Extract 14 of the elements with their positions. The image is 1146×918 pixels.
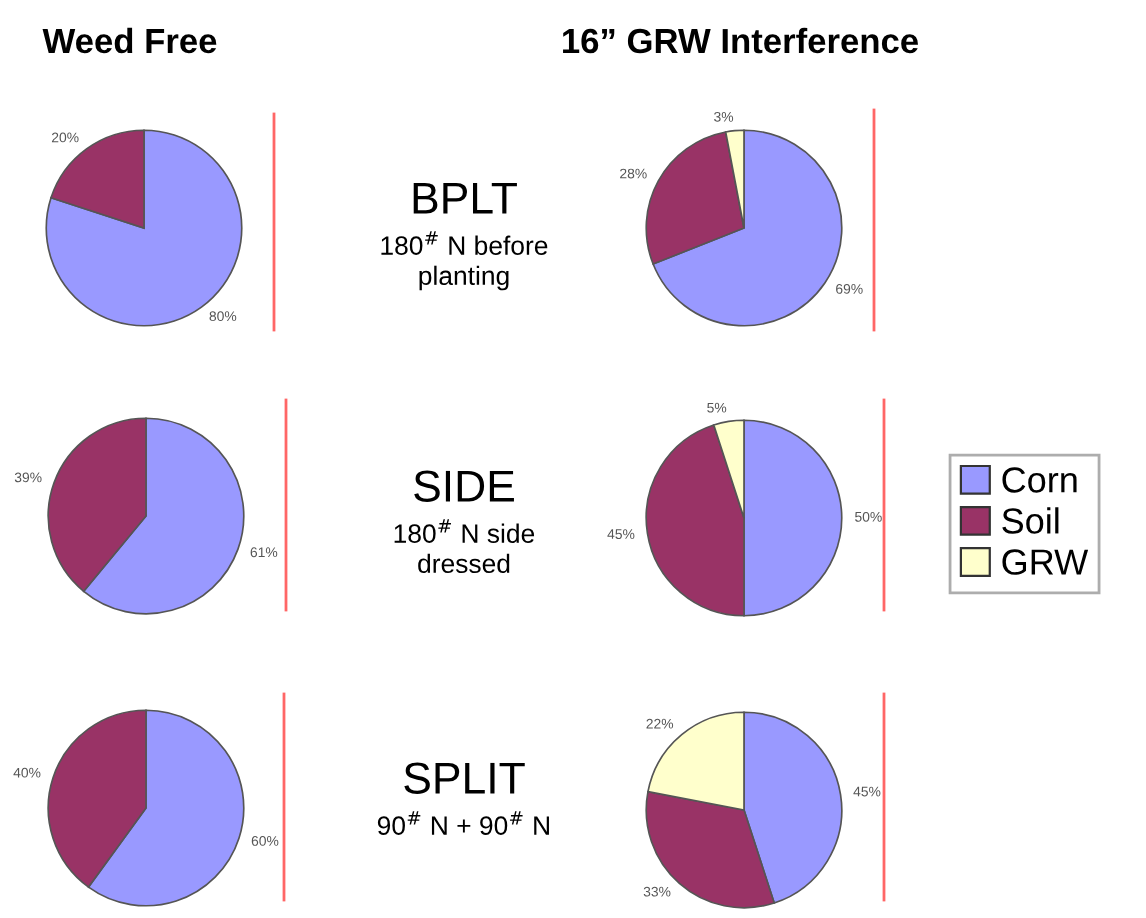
text: SPLIT (404, 762, 525, 794)
text: SIDE (414, 470, 514, 502)
legend-label: Corn (1002, 467, 1077, 493)
chart-title: 16” GRW Interference (563, 27, 918, 54)
text: 90$^{#}$ N + 90$^{#}$ N (377, 811, 549, 835)
text: 180$^{#}$ N before (381, 231, 548, 255)
text: dressed (418, 553, 510, 574)
text: planting (419, 265, 509, 291)
pie-slice (45, 129, 243, 327)
text: 180$^{#}$ N side (394, 519, 535, 543)
text: BPLT (413, 182, 517, 214)
legend-label: GRW (1002, 549, 1089, 575)
legend-label: Soil (1002, 507, 1059, 534)
chart-title: Weed Free (42, 27, 217, 54)
